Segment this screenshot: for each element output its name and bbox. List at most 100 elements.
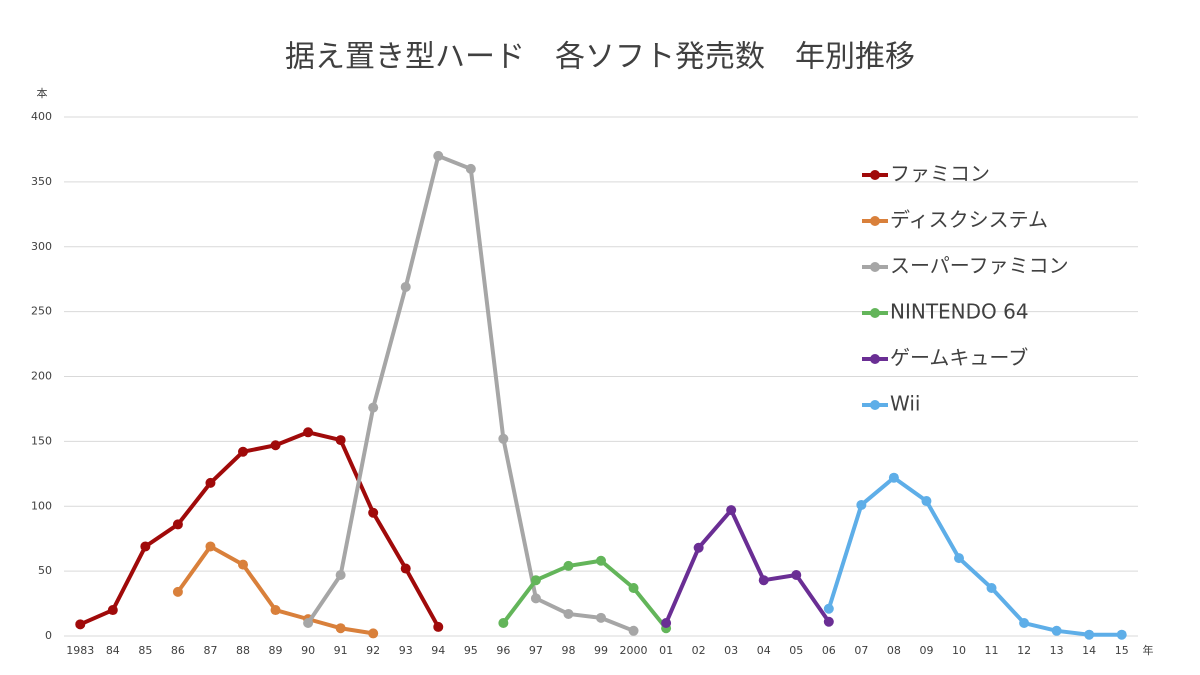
x-tick-label: 1983 bbox=[66, 644, 94, 657]
y-tick-label: 200 bbox=[31, 370, 52, 383]
x-tick-label: 90 bbox=[301, 644, 315, 657]
data-point bbox=[563, 608, 574, 619]
x-tick-label: 13 bbox=[1050, 644, 1064, 657]
x-tick-label: 84 bbox=[106, 644, 120, 657]
legend-marker bbox=[870, 262, 880, 272]
series-line bbox=[306, 153, 635, 633]
data-point bbox=[368, 507, 379, 518]
series-line bbox=[79, 430, 441, 628]
x-tick-label: 15 bbox=[1115, 644, 1129, 657]
legend-label: スーパーファミコン bbox=[890, 254, 1069, 278]
data-point bbox=[758, 575, 769, 586]
legend-marker bbox=[870, 216, 880, 226]
data-point bbox=[433, 150, 444, 161]
legend-label: Wii bbox=[890, 392, 920, 416]
x-tick-label: 95 bbox=[464, 644, 478, 657]
data-point bbox=[368, 402, 379, 413]
legend-marker bbox=[870, 308, 880, 318]
x-tick-label: 98 bbox=[561, 644, 575, 657]
data-point bbox=[530, 575, 541, 586]
x-tick-label: 06 bbox=[822, 644, 836, 657]
data-point bbox=[303, 427, 314, 438]
data-point bbox=[596, 555, 606, 566]
x-tick-label: 99 bbox=[594, 644, 608, 657]
data-point bbox=[498, 618, 509, 629]
chart-title: 据え置き型ハード 各ソフト発売数 年別推移 bbox=[285, 40, 915, 75]
data-point bbox=[530, 593, 541, 604]
legend-marker bbox=[870, 170, 880, 180]
y-tick-label: 100 bbox=[31, 499, 52, 512]
x-tick-label: 85 bbox=[138, 644, 152, 657]
data-point bbox=[823, 616, 834, 627]
data-point bbox=[75, 619, 86, 630]
data-point bbox=[335, 570, 346, 581]
y-tick-label: 50 bbox=[38, 564, 52, 577]
x-tick-label: 87 bbox=[203, 644, 217, 657]
x-tick-label: 03 bbox=[724, 644, 738, 657]
data-point bbox=[661, 618, 672, 629]
series-line bbox=[501, 558, 668, 630]
data-point bbox=[726, 505, 737, 516]
data-point bbox=[1084, 629, 1095, 640]
y-tick-label: 150 bbox=[31, 434, 52, 447]
data-point bbox=[270, 440, 281, 451]
y-tick-label: 300 bbox=[31, 240, 52, 253]
x-tick-label: 05 bbox=[789, 644, 803, 657]
y-tick-label: 400 bbox=[31, 110, 52, 123]
y-tick-label: 350 bbox=[31, 175, 52, 188]
x-tick-label: 07 bbox=[854, 644, 868, 657]
legend-label: ゲームキューブ bbox=[890, 346, 1028, 370]
x-tick-label: 14 bbox=[1082, 644, 1096, 657]
data-point bbox=[465, 163, 476, 174]
legend-marker bbox=[870, 354, 880, 364]
data-point bbox=[433, 621, 444, 632]
data-point bbox=[888, 472, 899, 483]
x-tick-label: 91 bbox=[334, 644, 348, 657]
y-axis-label: 本 bbox=[37, 86, 48, 100]
x-tick-label: 93 bbox=[399, 644, 413, 657]
data-point bbox=[1019, 618, 1030, 629]
data-point bbox=[270, 605, 281, 616]
data-point bbox=[628, 582, 639, 593]
data-point bbox=[563, 560, 574, 571]
y-tick-label: 250 bbox=[31, 305, 52, 318]
data-point bbox=[238, 446, 248, 457]
x-tick-label: 2000 bbox=[620, 644, 648, 657]
data-point bbox=[107, 605, 118, 616]
data-point bbox=[954, 553, 964, 564]
data-point bbox=[172, 519, 183, 530]
legend-label: ディスクシステム bbox=[890, 208, 1048, 232]
data-point bbox=[400, 563, 411, 574]
x-tick-label: 92 bbox=[366, 644, 380, 657]
x-tick-label: 96 bbox=[496, 644, 510, 657]
data-point bbox=[205, 541, 216, 552]
data-point bbox=[303, 618, 314, 629]
x-tick-label: 89 bbox=[269, 644, 283, 657]
data-point bbox=[172, 586, 183, 597]
data-point bbox=[335, 623, 346, 634]
data-point bbox=[628, 625, 639, 636]
series-line bbox=[664, 508, 831, 624]
data-point bbox=[498, 433, 509, 444]
data-point bbox=[400, 281, 411, 292]
data-point bbox=[1051, 625, 1062, 636]
data-point bbox=[791, 570, 802, 581]
data-point bbox=[1116, 629, 1127, 640]
x-tick-label: 86 bbox=[171, 644, 185, 657]
x-tick-label: 04 bbox=[757, 644, 771, 657]
x-tick-label: 88 bbox=[236, 644, 250, 657]
series-line bbox=[826, 475, 1122, 637]
x-tick-label: 09 bbox=[919, 644, 933, 657]
x-tick-label: 94 bbox=[431, 644, 445, 657]
legend-marker bbox=[870, 400, 880, 410]
data-point bbox=[335, 435, 346, 446]
legend-label: ファミコン bbox=[890, 162, 990, 186]
x-tick-label: 10 bbox=[952, 644, 966, 657]
data-point bbox=[856, 499, 867, 510]
data-point bbox=[368, 628, 379, 639]
legend-label: NINTENDO 64 bbox=[890, 300, 1029, 324]
data-point bbox=[596, 612, 606, 623]
x-axis-label: 年 bbox=[1143, 643, 1154, 657]
data-point bbox=[823, 603, 834, 614]
